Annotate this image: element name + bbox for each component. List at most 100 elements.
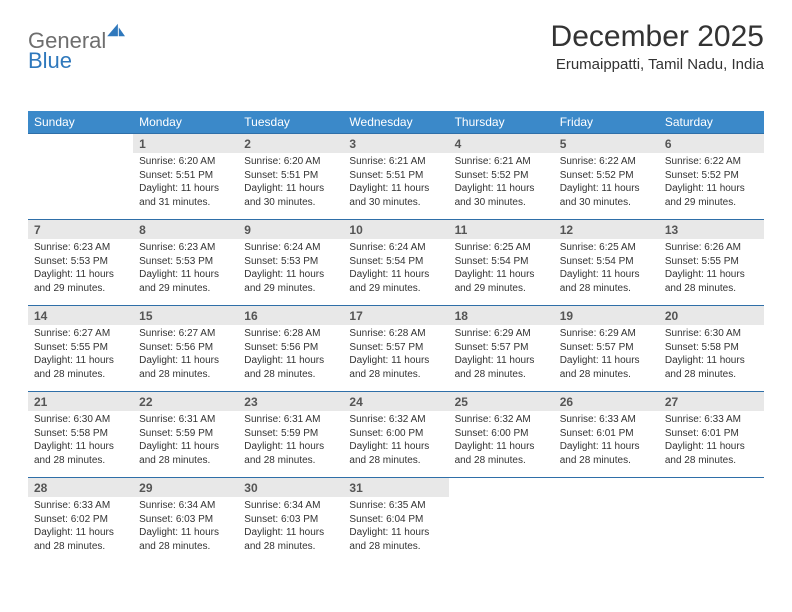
sunrise-line: Sunrise: 6:27 AM (34, 327, 127, 341)
brand-sail-icon-b (107, 22, 127, 38)
day-detail-cell: Sunrise: 6:22 AMSunset: 5:52 PMDaylight:… (554, 153, 659, 220)
day-number-cell: 11 (449, 220, 554, 240)
day-detail-cell: Sunrise: 6:31 AMSunset: 5:59 PMDaylight:… (238, 411, 343, 478)
daylight-line: Daylight: 11 hours and 28 minutes. (665, 440, 758, 467)
day-number-cell: 4 (449, 134, 554, 154)
dow-tue: Tuesday (238, 111, 343, 134)
sunset-line: Sunset: 6:01 PM (560, 427, 653, 441)
day-number-cell (554, 478, 659, 498)
daylight-line: Daylight: 11 hours and 31 minutes. (139, 182, 232, 209)
daylight-line: Daylight: 11 hours and 29 minutes. (665, 182, 758, 209)
day-detail-cell: Sunrise: 6:27 AMSunset: 5:55 PMDaylight:… (28, 325, 133, 392)
day-detail-cell: Sunrise: 6:27 AMSunset: 5:56 PMDaylight:… (133, 325, 238, 392)
daylight-line: Daylight: 11 hours and 30 minutes. (349, 182, 442, 209)
day-number-cell: 19 (554, 306, 659, 326)
week-daynum-row: 123456 (28, 134, 764, 154)
daylight-line: Daylight: 11 hours and 29 minutes. (244, 268, 337, 295)
day-detail-cell: Sunrise: 6:33 AMSunset: 6:01 PMDaylight:… (554, 411, 659, 478)
sunset-line: Sunset: 5:58 PM (34, 427, 127, 441)
sunrise-line: Sunrise: 6:31 AM (139, 413, 232, 427)
daylight-line: Daylight: 11 hours and 28 minutes. (349, 354, 442, 381)
daylight-line: Daylight: 11 hours and 28 minutes. (34, 526, 127, 553)
sunset-line: Sunset: 5:53 PM (34, 255, 127, 269)
day-number-cell: 7 (28, 220, 133, 240)
sunrise-line: Sunrise: 6:23 AM (34, 241, 127, 255)
week-daynum-row: 28293031 (28, 478, 764, 498)
day-detail-cell (554, 497, 659, 563)
day-detail-cell: Sunrise: 6:32 AMSunset: 6:00 PMDaylight:… (343, 411, 448, 478)
calendar-table: Sunday Monday Tuesday Wednesday Thursday… (28, 111, 764, 563)
sunrise-line: Sunrise: 6:24 AM (244, 241, 337, 255)
day-detail-cell (28, 153, 133, 220)
daylight-line: Daylight: 11 hours and 30 minutes. (560, 182, 653, 209)
day-number-cell: 31 (343, 478, 448, 498)
sunset-line: Sunset: 5:52 PM (560, 169, 653, 183)
week-daynum-row: 78910111213 (28, 220, 764, 240)
day-number-cell: 25 (449, 392, 554, 412)
sunset-line: Sunset: 5:51 PM (244, 169, 337, 183)
day-detail-cell: Sunrise: 6:21 AMSunset: 5:51 PMDaylight:… (343, 153, 448, 220)
sunset-line: Sunset: 6:00 PM (455, 427, 548, 441)
sunset-line: Sunset: 5:52 PM (455, 169, 548, 183)
daylight-line: Daylight: 11 hours and 30 minutes. (244, 182, 337, 209)
day-number-cell: 20 (659, 306, 764, 326)
day-detail-cell: Sunrise: 6:35 AMSunset: 6:04 PMDaylight:… (343, 497, 448, 563)
sunrise-line: Sunrise: 6:31 AM (244, 413, 337, 427)
daylight-line: Daylight: 11 hours and 28 minutes. (34, 354, 127, 381)
day-number-cell: 17 (343, 306, 448, 326)
sunrise-line: Sunrise: 6:29 AM (455, 327, 548, 341)
sunrise-line: Sunrise: 6:33 AM (560, 413, 653, 427)
daylight-line: Daylight: 11 hours and 28 minutes. (139, 440, 232, 467)
sunset-line: Sunset: 5:58 PM (665, 341, 758, 355)
day-number-cell: 6 (659, 134, 764, 154)
week-detail-row: Sunrise: 6:30 AMSunset: 5:58 PMDaylight:… (28, 411, 764, 478)
brand-word-2: Blue (28, 48, 72, 73)
sunset-line: Sunset: 5:57 PM (560, 341, 653, 355)
daylight-line: Daylight: 11 hours and 28 minutes. (244, 354, 337, 381)
header: General December 2025 Erumaippatti, Tami… (28, 20, 764, 73)
sunset-line: Sunset: 5:54 PM (349, 255, 442, 269)
day-number-cell: 24 (343, 392, 448, 412)
daylight-line: Daylight: 11 hours and 28 minutes. (560, 440, 653, 467)
sunrise-line: Sunrise: 6:22 AM (665, 155, 758, 169)
dow-thu: Thursday (449, 111, 554, 134)
sunset-line: Sunset: 5:55 PM (665, 255, 758, 269)
day-number-cell: 12 (554, 220, 659, 240)
day-number-cell: 8 (133, 220, 238, 240)
sunset-line: Sunset: 5:56 PM (139, 341, 232, 355)
day-detail-cell: Sunrise: 6:24 AMSunset: 5:53 PMDaylight:… (238, 239, 343, 306)
sunset-line: Sunset: 6:04 PM (349, 513, 442, 527)
daylight-line: Daylight: 11 hours and 28 minutes. (349, 526, 442, 553)
dow-mon: Monday (133, 111, 238, 134)
sunrise-line: Sunrise: 6:23 AM (139, 241, 232, 255)
day-number-cell: 5 (554, 134, 659, 154)
week-detail-row: Sunrise: 6:33 AMSunset: 6:02 PMDaylight:… (28, 497, 764, 563)
sunrise-line: Sunrise: 6:28 AM (349, 327, 442, 341)
brand-logo-stack: General Blue (28, 28, 127, 74)
daylight-line: Daylight: 11 hours and 28 minutes. (139, 354, 232, 381)
day-number-cell (449, 478, 554, 498)
day-detail-cell: Sunrise: 6:28 AMSunset: 5:57 PMDaylight:… (343, 325, 448, 392)
sunrise-line: Sunrise: 6:28 AM (244, 327, 337, 341)
sunset-line: Sunset: 5:53 PM (244, 255, 337, 269)
day-number-cell: 3 (343, 134, 448, 154)
week-detail-row: Sunrise: 6:20 AMSunset: 5:51 PMDaylight:… (28, 153, 764, 220)
sunset-line: Sunset: 5:56 PM (244, 341, 337, 355)
sunset-line: Sunset: 5:51 PM (349, 169, 442, 183)
daylight-line: Daylight: 11 hours and 28 minutes. (34, 440, 127, 467)
sunset-line: Sunset: 6:03 PM (244, 513, 337, 527)
sunset-line: Sunset: 5:54 PM (455, 255, 548, 269)
sunrise-line: Sunrise: 6:24 AM (349, 241, 442, 255)
sunset-line: Sunset: 5:52 PM (665, 169, 758, 183)
day-detail-cell: Sunrise: 6:23 AMSunset: 5:53 PMDaylight:… (28, 239, 133, 306)
sunrise-line: Sunrise: 6:34 AM (244, 499, 337, 513)
day-number-cell: 22 (133, 392, 238, 412)
day-detail-cell: Sunrise: 6:29 AMSunset: 5:57 PMDaylight:… (449, 325, 554, 392)
sunset-line: Sunset: 5:53 PM (139, 255, 232, 269)
daylight-line: Daylight: 11 hours and 28 minutes. (244, 440, 337, 467)
daylight-line: Daylight: 11 hours and 28 minutes. (560, 354, 653, 381)
daylight-line: Daylight: 11 hours and 28 minutes. (455, 440, 548, 467)
day-number-cell: 30 (238, 478, 343, 498)
sunset-line: Sunset: 5:57 PM (455, 341, 548, 355)
daylight-line: Daylight: 11 hours and 29 minutes. (455, 268, 548, 295)
